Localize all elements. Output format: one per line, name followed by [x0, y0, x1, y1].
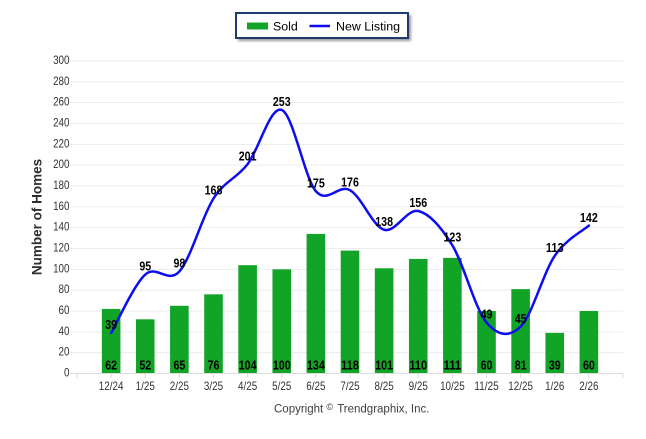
svg-text:123: 123	[443, 230, 461, 245]
svg-text:5/25: 5/25	[272, 379, 291, 393]
svg-text:2/25: 2/25	[170, 379, 189, 393]
svg-text:45: 45	[515, 311, 527, 326]
svg-text:12/25: 12/25	[508, 379, 533, 393]
svg-text:8/25: 8/25	[375, 379, 394, 393]
svg-text:100: 100	[53, 261, 70, 275]
svg-text:220: 220	[53, 136, 70, 150]
svg-text:175: 175	[307, 175, 325, 190]
svg-text:300: 300	[53, 53, 70, 67]
svg-text:118: 118	[341, 357, 359, 372]
svg-text:60: 60	[583, 357, 595, 372]
svg-text:180: 180	[53, 178, 70, 192]
svg-text:20: 20	[59, 345, 70, 359]
svg-text:120: 120	[53, 241, 70, 255]
svg-text:39: 39	[549, 357, 561, 372]
svg-text:0: 0	[64, 366, 70, 380]
svg-text:1/26: 1/26	[545, 379, 564, 393]
svg-text:138: 138	[375, 214, 393, 229]
svg-text:12/24: 12/24	[99, 379, 124, 393]
svg-text:113: 113	[546, 240, 564, 255]
svg-text:1/25: 1/25	[136, 379, 155, 393]
svg-text:253: 253	[273, 94, 291, 109]
svg-text:65: 65	[173, 357, 185, 372]
svg-text:156: 156	[409, 195, 427, 210]
svg-text:49: 49	[481, 307, 493, 322]
svg-text:176: 176	[341, 174, 359, 189]
svg-text:140: 140	[53, 220, 70, 234]
svg-text:98: 98	[173, 256, 185, 271]
svg-text:111: 111	[443, 357, 461, 372]
svg-text:9/25: 9/25	[409, 379, 428, 393]
svg-text:Copyright © Trendgraphix, Inc.: Copyright © Trendgraphix, Inc.	[274, 402, 429, 415]
svg-text:134: 134	[307, 357, 325, 372]
svg-text:7/25: 7/25	[340, 379, 359, 393]
svg-text:201: 201	[239, 148, 257, 163]
svg-text:New Listing: New Listing	[336, 20, 400, 34]
svg-text:11/25: 11/25	[474, 379, 499, 393]
svg-text:101: 101	[375, 357, 393, 372]
svg-text:95: 95	[139, 259, 151, 274]
svg-text:110: 110	[409, 357, 427, 372]
svg-text:60: 60	[481, 357, 493, 372]
svg-text:76: 76	[208, 357, 220, 372]
svg-text:142: 142	[580, 210, 598, 225]
svg-text:280: 280	[53, 74, 70, 88]
svg-text:168: 168	[205, 183, 223, 198]
svg-text:160: 160	[53, 199, 70, 213]
svg-text:2/26: 2/26	[579, 379, 598, 393]
svg-text:6/25: 6/25	[306, 379, 325, 393]
svg-text:Sold: Sold	[273, 20, 298, 34]
svg-text:240: 240	[53, 116, 70, 130]
svg-text:10/25: 10/25	[440, 379, 465, 393]
svg-text:60: 60	[59, 303, 70, 317]
svg-text:100: 100	[273, 357, 291, 372]
svg-text:200: 200	[53, 157, 70, 171]
svg-text:39: 39	[105, 317, 117, 332]
svg-text:81: 81	[515, 357, 527, 372]
svg-text:52: 52	[139, 357, 151, 372]
svg-text:62: 62	[105, 357, 117, 372]
svg-text:260: 260	[53, 95, 70, 109]
svg-text:4/25: 4/25	[238, 379, 257, 393]
svg-text:80: 80	[59, 282, 70, 296]
svg-text:Number of Homes: Number of Homes	[30, 159, 45, 275]
svg-text:40: 40	[59, 324, 70, 338]
svg-text:3/25: 3/25	[204, 379, 223, 393]
svg-text:104: 104	[239, 357, 257, 372]
